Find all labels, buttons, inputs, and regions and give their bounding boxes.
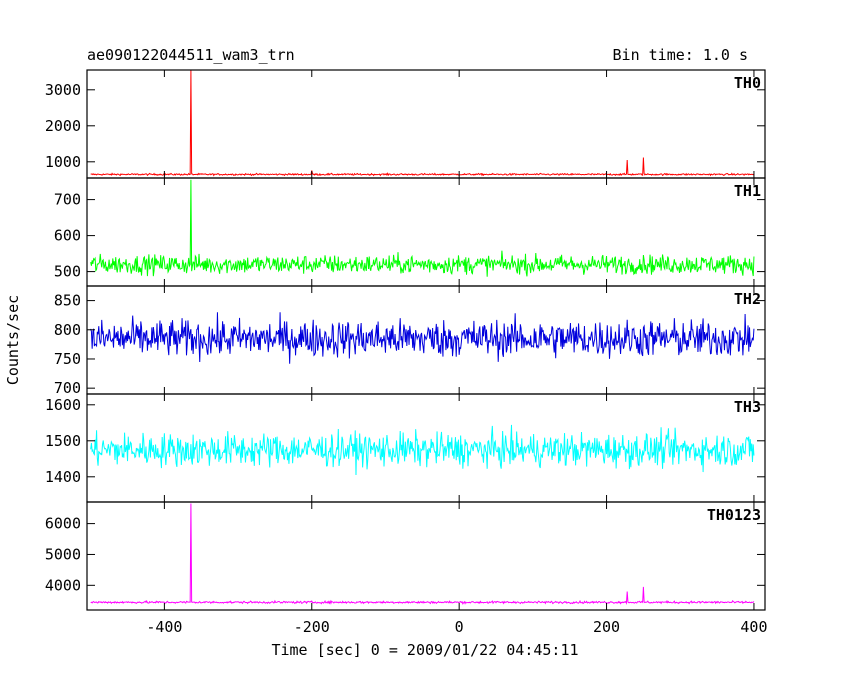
bin-time-label: Bin time: 1.0 s bbox=[613, 46, 748, 64]
series-line-th3 bbox=[90, 424, 755, 475]
x-tick-label: -200 bbox=[294, 618, 330, 636]
panel-label-th0123: TH0123 bbox=[707, 506, 761, 524]
y-tick-label: 1000 bbox=[45, 153, 81, 171]
y-tick-label: 1600 bbox=[45, 396, 81, 414]
y-tick-label: 700 bbox=[54, 191, 81, 209]
chart-title: ae090122044511_wam3_trn bbox=[87, 46, 295, 64]
y-tick-label: 1400 bbox=[45, 468, 81, 486]
y-tick-label: 600 bbox=[54, 227, 81, 245]
y-tick-label: 700 bbox=[54, 379, 81, 397]
x-tick-label: 400 bbox=[740, 618, 767, 636]
y-axis-label: Counts/sec bbox=[4, 295, 22, 385]
y-tick-label: 800 bbox=[54, 321, 81, 339]
y-tick-label: 1500 bbox=[45, 432, 81, 450]
x-axis-label: Time [sec] 0 = 2009/01/22 04:45:11 bbox=[271, 641, 578, 659]
y-tick-label: 850 bbox=[54, 292, 81, 310]
series-line-th2 bbox=[90, 312, 755, 364]
panel-label-th3: TH3 bbox=[734, 398, 761, 416]
panel-frame-th0123 bbox=[86, 501, 766, 611]
series-line-th0123 bbox=[90, 503, 755, 605]
panel-label-th0: TH0 bbox=[734, 74, 761, 92]
x-tick-label: 0 bbox=[455, 618, 464, 636]
panel-label-th2: TH2 bbox=[734, 290, 761, 308]
y-tick-label: 3000 bbox=[45, 81, 81, 99]
y-tick-label: 5000 bbox=[45, 545, 81, 563]
panel-frame-th1 bbox=[86, 177, 766, 287]
x-tick-label: 200 bbox=[593, 618, 620, 636]
series-line-th1 bbox=[90, 179, 755, 277]
y-tick-label: 750 bbox=[54, 350, 81, 368]
panel-frame-th0 bbox=[86, 69, 766, 179]
y-tick-label: 6000 bbox=[45, 515, 81, 533]
x-tick-label: -400 bbox=[146, 618, 182, 636]
y-tick-label: 4000 bbox=[45, 576, 81, 594]
y-tick-label: 2000 bbox=[45, 117, 81, 135]
series-line-th0 bbox=[90, 70, 755, 177]
y-tick-label: 500 bbox=[54, 263, 81, 281]
panel-label-th1: TH1 bbox=[734, 182, 761, 200]
